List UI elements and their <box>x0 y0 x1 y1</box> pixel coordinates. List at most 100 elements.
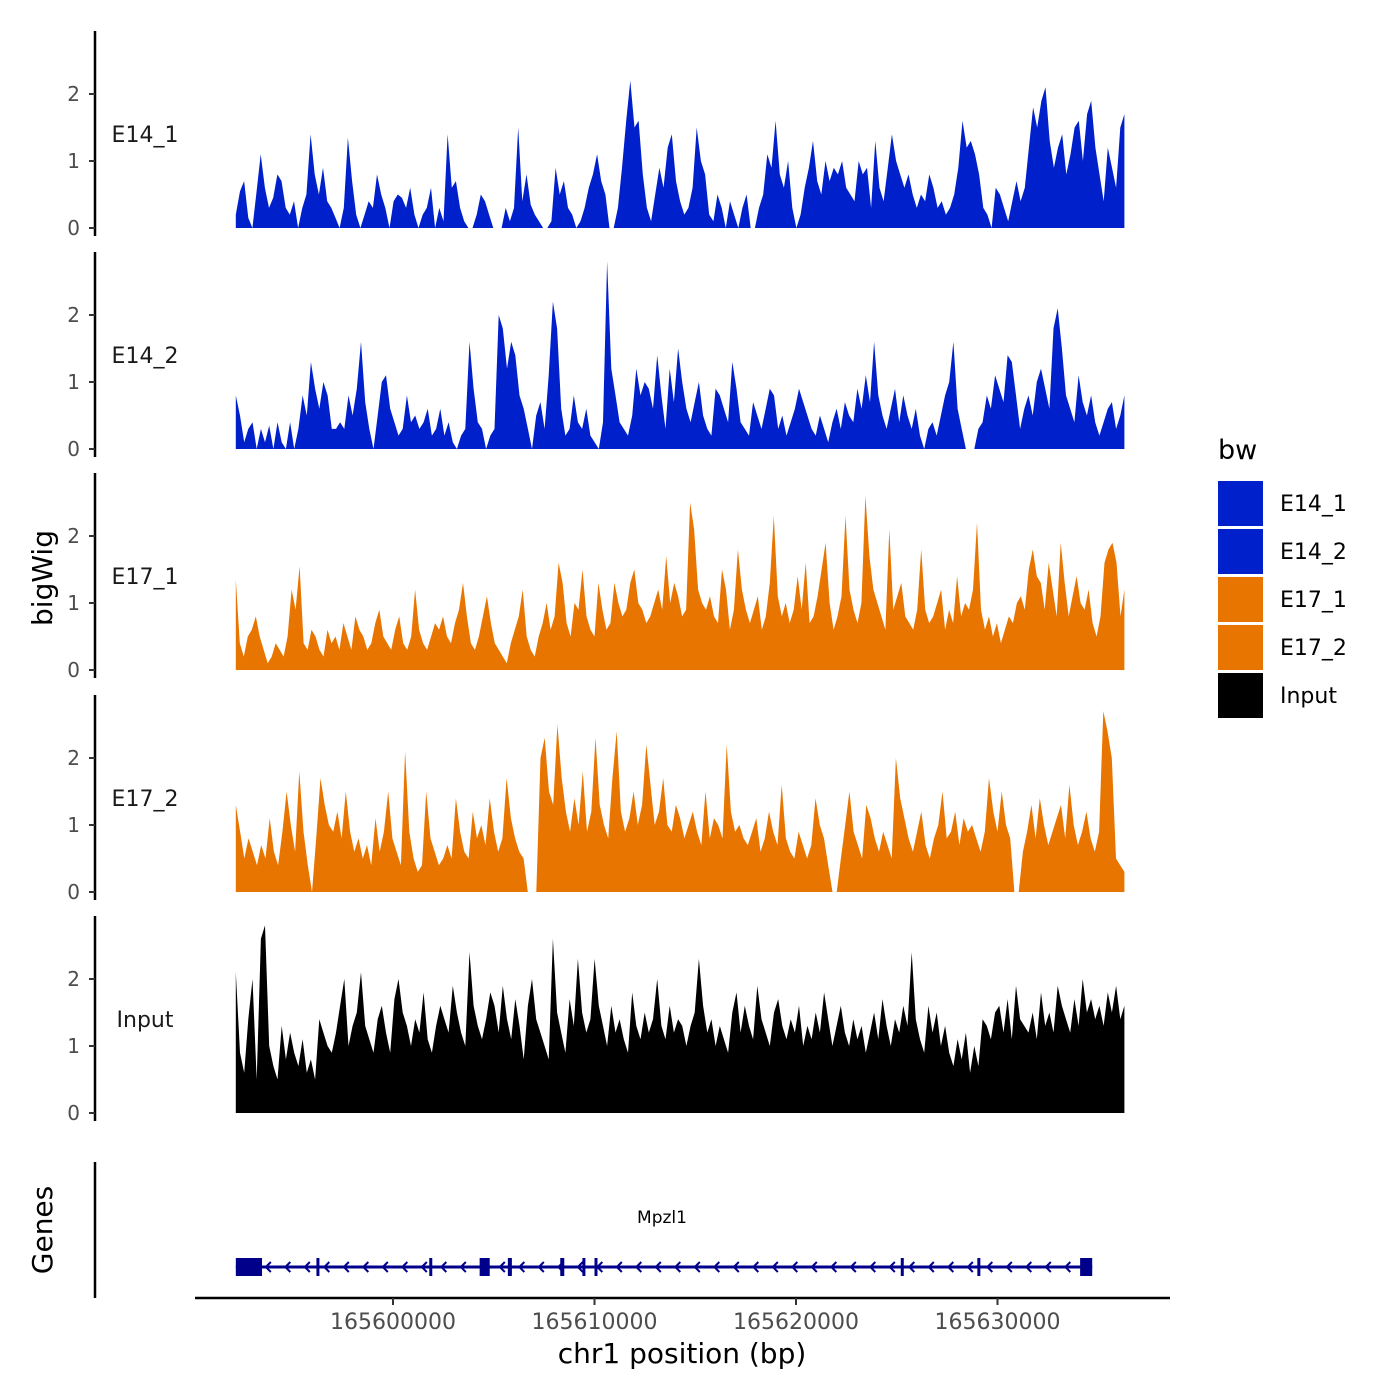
legend-key-E14_2 <box>1218 529 1263 574</box>
strand-arrow <box>849 1261 857 1273</box>
y-tick-label: 0 <box>67 1101 80 1125</box>
y-tick-label: 0 <box>67 437 80 461</box>
x-axis-title: chr1 position (bp) <box>558 1337 807 1370</box>
strand-arrow <box>732 1261 740 1273</box>
strand-arrow <box>264 1261 272 1273</box>
exon-block <box>1080 1258 1093 1276</box>
legend-title: bw <box>1218 435 1257 466</box>
strand-arrow <box>790 1261 799 1273</box>
strand-arrow <box>673 1261 682 1273</box>
strand-arrow <box>420 1261 428 1273</box>
gene-track-panel: Mpzl1 Genes <box>26 1162 1093 1298</box>
strand-arrow <box>829 1261 838 1273</box>
gene-name-label: Mpzl1 <box>637 1208 687 1228</box>
exon-block <box>507 1258 512 1276</box>
strand-arrow <box>537 1261 545 1273</box>
strand-arrow <box>771 1261 779 1273</box>
strand-arrow <box>322 1261 331 1273</box>
panel-Input: 0 1 2 Input <box>67 916 1125 1125</box>
legend: bw E14_1 E14_2 E17_1 E17_2 Input <box>1218 435 1347 718</box>
exon-block <box>582 1258 586 1276</box>
strand-arrow <box>810 1261 818 1273</box>
legend-label: E14_2 <box>1280 540 1347 565</box>
strand-arrow <box>712 1261 721 1273</box>
coverage-panels: 0 1 2 E14_1 0 1 2 E14_2 0 1 2 E17_1 0 1 2 E17_2 0 1 2 Input <box>67 31 1125 1125</box>
strand-arrow <box>1063 1261 1072 1273</box>
strand-arrow <box>381 1261 389 1273</box>
strand-arrow <box>517 1261 526 1273</box>
strand-arrow <box>927 1261 935 1273</box>
exon-block <box>235 1258 263 1276</box>
genes-axis-label: Genes <box>26 1186 59 1274</box>
strand-arrow <box>1005 1261 1013 1273</box>
panel-E14_1: 0 1 2 E14_1 <box>67 31 1125 240</box>
y-tick-label: 1 <box>67 149 80 173</box>
panel-label: Input <box>117 1008 174 1033</box>
series-area-E17_2 <box>235 711 1125 892</box>
x-axis: chr1 position (bp) 165600000 165610000 165… <box>195 1296 1170 1370</box>
series-area-E17_1 <box>235 495 1125 670</box>
strand-arrow <box>654 1261 662 1273</box>
y-tick-label: 2 <box>67 303 80 327</box>
panel-label: E17_1 <box>112 565 179 590</box>
strand-arrow <box>342 1261 350 1273</box>
x-tick-label: 165610000 <box>532 1310 658 1335</box>
legend-label: E17_1 <box>1280 588 1347 613</box>
strand-arrow <box>439 1261 448 1273</box>
strand-arrow <box>459 1261 467 1273</box>
y-tick-label: 0 <box>67 880 80 904</box>
legend-key-E17_2 <box>1218 625 1263 670</box>
strand-arrow <box>634 1261 643 1273</box>
panel-E17_2: 0 1 2 E17_2 <box>67 695 1125 904</box>
exon-block <box>594 1258 598 1276</box>
legend-key-E14_1 <box>1218 481 1263 526</box>
strand-arrow <box>693 1261 701 1273</box>
strand-arrow <box>303 1261 311 1273</box>
exon-block <box>900 1258 904 1276</box>
legend-key-E17_1 <box>1218 577 1263 622</box>
legend-label: E14_1 <box>1280 492 1347 517</box>
y-tick-label: 2 <box>67 82 80 106</box>
y-tick-label: 1 <box>67 813 80 837</box>
panel-E14_2: 0 1 2 E14_2 <box>67 252 1125 461</box>
legend-label: E17_2 <box>1280 636 1347 661</box>
y-tick-label: 2 <box>67 746 80 770</box>
y-tick-label: 1 <box>67 591 80 615</box>
strand-arrow <box>868 1261 877 1273</box>
series-area-E14_1 <box>235 80 1125 228</box>
x-tick-label: 165620000 <box>733 1310 859 1335</box>
strand-arrow <box>498 1261 506 1273</box>
x-tick-label: 165630000 <box>935 1310 1061 1335</box>
panel-label: E14_1 <box>112 123 179 148</box>
strand-arrow <box>1044 1261 1052 1273</box>
series-area-Input <box>235 925 1125 1113</box>
series-area-E14_2 <box>235 261 1125 449</box>
exon-block <box>479 1258 490 1276</box>
legend-key-Input <box>1218 673 1263 718</box>
exon-block <box>316 1258 320 1276</box>
y-tick-label: 0 <box>67 216 80 240</box>
strand-arrow <box>946 1261 955 1273</box>
strand-arrow <box>1024 1261 1033 1273</box>
strand-arrow <box>361 1261 370 1273</box>
y-tick-label: 1 <box>67 1034 80 1058</box>
exon-block <box>977 1258 981 1276</box>
y-axis-title: bigWig <box>26 530 59 626</box>
y-tick-label: 2 <box>67 524 80 548</box>
legend-label: Input <box>1280 684 1337 709</box>
x-tick-label: 165600000 <box>330 1310 456 1335</box>
exon-block <box>429 1258 433 1276</box>
panel-E17_1: 0 1 2 E17_1 <box>67 473 1125 682</box>
y-tick-label: 0 <box>67 658 80 682</box>
y-tick-label: 1 <box>67 370 80 394</box>
exon-block <box>560 1258 565 1276</box>
strand-arrow <box>576 1261 584 1273</box>
panel-label: E17_2 <box>112 787 179 812</box>
strand-arrow <box>283 1261 292 1273</box>
strand-arrow <box>615 1261 623 1273</box>
strand-arrow <box>966 1261 974 1273</box>
strand-arrow <box>888 1261 896 1273</box>
panel-label: E14_2 <box>112 344 179 369</box>
strand-arrow <box>907 1261 916 1273</box>
